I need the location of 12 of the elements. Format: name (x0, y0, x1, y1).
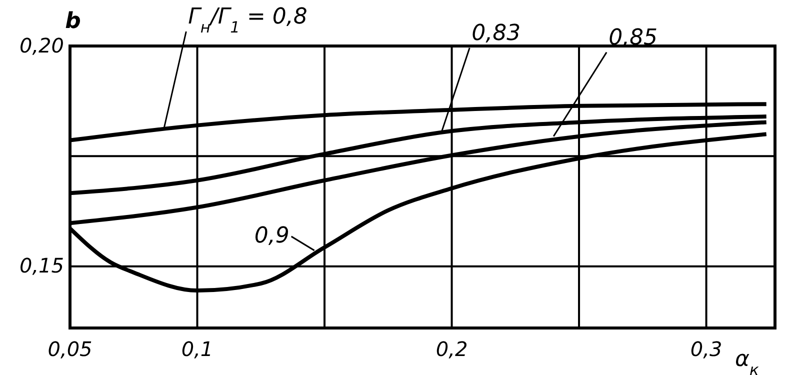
x-tick-label: 0,3 (690, 337, 722, 362)
y-tick-label: 0,20 (19, 33, 64, 58)
x-tick-label: 0,1 (181, 337, 214, 362)
y-tick-label: 0,15 (19, 254, 64, 278)
annotation: 0,83 (472, 20, 521, 46)
annotation: 0,85 (608, 25, 658, 50)
x-axis-title: α$_{к}$ (735, 347, 760, 375)
x-tick-label: 0,05 (48, 337, 92, 362)
x-tick-label: 0,2 (436, 337, 468, 362)
y-axis-title: b (65, 9, 81, 34)
annotation: 0,9 (254, 223, 290, 248)
annotation: Γ$_{н}$/Γ$_{1}$ = 0,8 (188, 4, 308, 37)
